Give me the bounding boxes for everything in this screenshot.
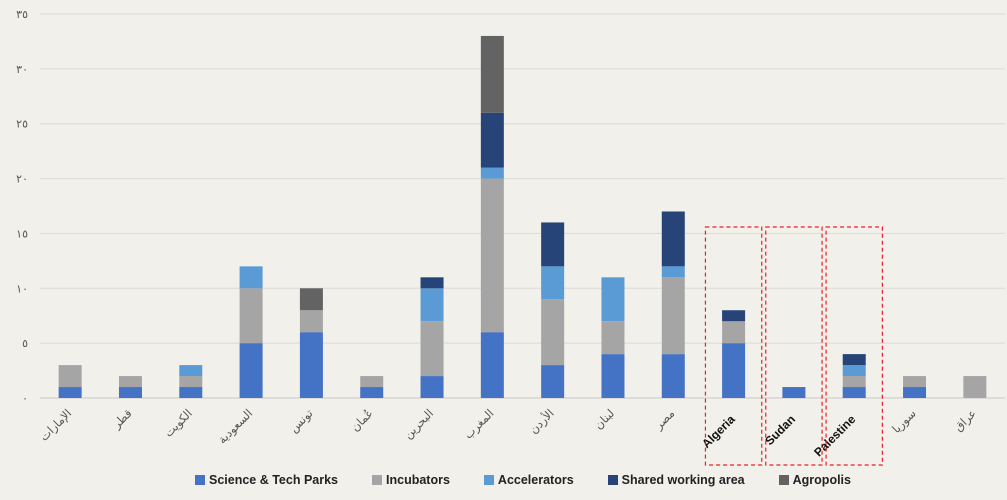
y-tick-label: ٠	[22, 392, 28, 405]
y-tick-label: ٥	[22, 337, 28, 350]
x-tick-label: عُمان	[348, 406, 376, 434]
bar-segment	[360, 387, 384, 398]
highlight-box	[765, 226, 823, 466]
legend-label: Shared working area	[621, 473, 745, 487]
bar-segment	[420, 288, 444, 322]
highlight-box	[704, 226, 763, 466]
bar-segment	[118, 387, 142, 398]
bar-segment	[963, 376, 987, 398]
x-tick-label: تونس	[287, 406, 317, 436]
bar-segment	[722, 310, 746, 322]
bar-segment	[299, 332, 323, 398]
y-tick-label: ٣٥	[16, 8, 28, 21]
x-tick-label: عراق	[951, 406, 980, 435]
bar-segment	[118, 376, 142, 388]
bar-segment	[239, 288, 263, 344]
bar-segment	[299, 310, 323, 333]
chart-legend: Science & Tech Parks Incubators Accelerato…	[195, 470, 875, 490]
bar-segment	[842, 387, 866, 398]
legend-swatch	[607, 475, 618, 485]
x-tick-label: الإمارات	[37, 406, 75, 444]
bar-segment	[601, 277, 625, 322]
x-tick-label: Palestine	[811, 412, 858, 459]
bar-segment	[360, 376, 384, 388]
bar-segment	[782, 387, 806, 398]
y-tick-label: ١٠	[16, 282, 28, 295]
x-tick-label: السعودية	[215, 406, 256, 447]
bar-segment	[420, 277, 444, 289]
stacked-bar-chart: ٠ ٥ ١٠ ١٥ ٢٠ ٢٥ ٣٠ ٣٥ الإمارات قطر الكويت السعودية ت…	[16, 8, 1005, 466]
bar-segment	[299, 288, 323, 311]
legend-label: Science & Tech Parks	[209, 473, 339, 487]
y-tick-label: ٢٥	[16, 118, 28, 131]
legend-item: Accelerators	[483, 473, 574, 487]
x-tick-label: الأردن	[526, 406, 557, 437]
bar-segment	[722, 343, 746, 398]
x-tick-label: Algeria	[699, 412, 738, 451]
bar-segment	[722, 321, 746, 344]
y-tick-label: ٢٠	[16, 173, 28, 186]
bar-segment	[601, 354, 625, 398]
legend-swatch	[483, 475, 494, 485]
legend-label: Accelerators	[497, 473, 574, 487]
bar-segment	[480, 178, 504, 333]
x-tick-label: Sudan	[762, 412, 798, 448]
bar-segment	[420, 321, 444, 377]
bar-segment	[179, 387, 203, 398]
legend-label: Incubators	[386, 473, 450, 487]
x-tick-label: سوريا	[889, 406, 919, 436]
legend-item: Science & Tech Parks	[195, 473, 338, 487]
x-tick-label: البحرين	[401, 406, 437, 442]
legend-item: Agropolis	[778, 473, 851, 487]
bar-segment	[541, 266, 565, 300]
bar-segment	[903, 376, 927, 388]
x-tick-label: الكويت	[161, 406, 195, 440]
bar-segment	[842, 365, 866, 377]
y-tick-label: ٣٠	[16, 63, 28, 76]
bar-segment	[541, 222, 565, 267]
bar-segment	[480, 112, 504, 168]
bar-segment	[480, 167, 504, 179]
legend-swatch	[778, 475, 789, 485]
bar-segment	[661, 277, 685, 355]
bar-segment	[541, 365, 565, 398]
bar-segment	[842, 354, 866, 366]
bar-segment	[661, 211, 685, 267]
bar-segment	[58, 387, 82, 398]
legend-item: Incubators	[372, 473, 450, 487]
y-tick-label: ١٥	[16, 227, 28, 240]
legend-swatch	[195, 475, 205, 485]
bar-segment	[842, 376, 866, 388]
bar-segment	[239, 266, 263, 289]
legend-label: Agropolis	[792, 473, 851, 487]
highlight-box	[825, 226, 883, 466]
bar-segment	[58, 365, 82, 388]
bar-segment	[239, 343, 263, 398]
bar-segment	[601, 321, 625, 355]
legend-item: Shared working area	[607, 473, 745, 487]
bar-segment	[661, 266, 685, 278]
bar-segment	[480, 35, 504, 113]
x-tick-label: المغرب	[461, 406, 497, 442]
bar-segment	[420, 376, 444, 398]
x-tick-label: مصر	[651, 406, 678, 433]
bar-segment	[541, 299, 565, 366]
legend-swatch	[372, 475, 383, 485]
bar-segment	[661, 354, 685, 398]
x-tick-label: لبنان	[591, 406, 617, 432]
bar-segment	[179, 365, 203, 377]
bar-segment	[480, 332, 504, 398]
bar-segment	[903, 387, 927, 398]
bar-segment	[179, 376, 203, 388]
x-tick-label: قطر	[109, 406, 135, 432]
